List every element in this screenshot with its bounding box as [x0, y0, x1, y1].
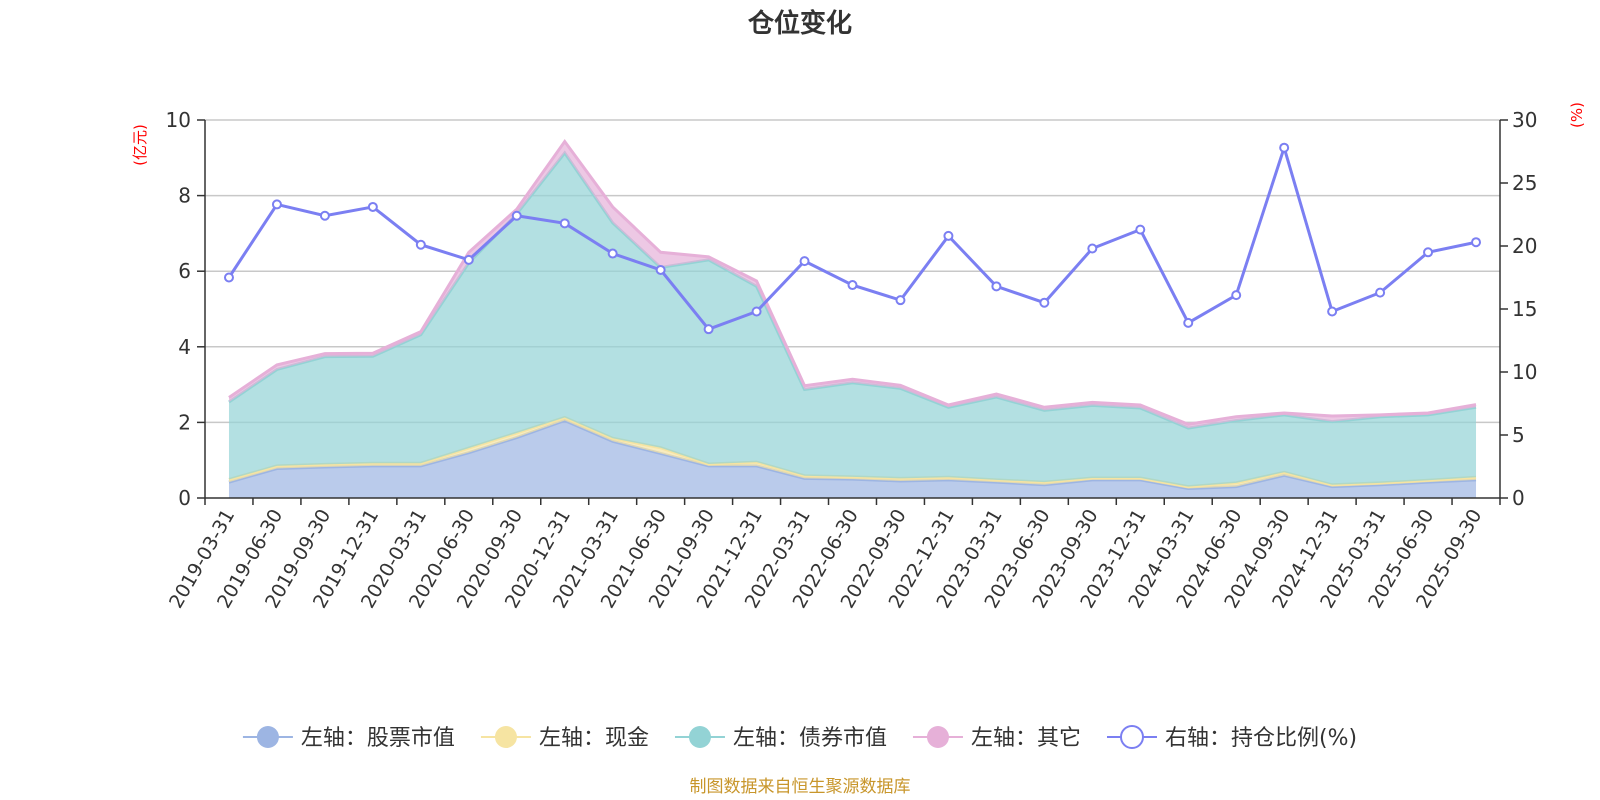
ratio-point	[1087, 243, 1098, 254]
ratio-point	[895, 295, 906, 306]
ratio-point	[943, 230, 954, 241]
left-axis-tick-label: 0	[178, 486, 191, 510]
right-axis-tick-label: 10	[1512, 360, 1537, 384]
ratio-line	[227, 142, 1477, 331]
left-axis-tick-label: 2	[178, 410, 191, 434]
right-axis-tick-label: 0	[1512, 486, 1525, 510]
ratio-point	[1183, 317, 1194, 328]
ratio-point	[1471, 237, 1482, 248]
right-axis-unit: (%)	[1568, 102, 1586, 128]
left-axis-tick-label: 10	[166, 108, 191, 132]
chart-title: 仓位变化	[747, 8, 852, 39]
right-axis-tick-label: 25	[1512, 171, 1537, 195]
legend-label: 左轴：现金	[539, 726, 649, 751]
ratio-point	[1423, 247, 1434, 258]
right-axis-tick-label: 5	[1512, 423, 1525, 447]
legend-label: 右轴：持仓比例(%)	[1165, 726, 1357, 751]
ratio-point	[1375, 287, 1386, 298]
legend: 左轴：股票市值 左轴：现金 左轴：债券市值 左轴：其它 右轴：持仓比例(%)	[242, 725, 1357, 751]
ratio-point	[511, 210, 522, 221]
ratio-point	[463, 254, 474, 265]
legend-marker	[256, 726, 279, 748]
right-axis-tick-label: 15	[1512, 297, 1537, 321]
ratio-point	[223, 272, 234, 283]
left-axis-tick-label: 4	[178, 335, 191, 359]
legend-marker	[926, 726, 949, 748]
legend-marker	[494, 726, 517, 748]
ratio-point	[559, 218, 570, 229]
ratio-point	[319, 210, 330, 221]
legend-label: 左轴：债券市值	[733, 726, 887, 751]
ratio-point	[751, 306, 762, 317]
legend-item-ratio: 右轴：持仓比例(%)	[1106, 725, 1357, 751]
ratio-point	[991, 281, 1002, 292]
ratio-point	[1279, 142, 1290, 153]
ratio-point	[847, 280, 858, 291]
ratio-point	[367, 201, 378, 212]
ratio-line-layer	[223, 142, 1482, 335]
ratio-point	[1039, 297, 1050, 308]
legend-marker	[1119, 725, 1144, 749]
legend-item-cash: 左轴：现金	[480, 726, 649, 751]
ratio-point	[655, 264, 666, 275]
legend-label: 左轴：其它	[971, 726, 1081, 751]
legend-item-bond: 左轴：债券市值	[674, 726, 887, 751]
other-area-edge	[228, 138, 1477, 426]
ratio-point	[799, 256, 810, 267]
right-axis-tick-label: 30	[1512, 108, 1537, 132]
left-axis-tick-label: 8	[178, 184, 191, 208]
left-axis-unit: (亿元)	[131, 124, 149, 166]
legend-marker	[688, 726, 711, 748]
ratio-point	[703, 324, 714, 335]
data-source-note: 制图数据来自恒生聚源数据库	[690, 777, 911, 797]
ratio-point	[607, 248, 618, 259]
ratio-point	[271, 199, 282, 210]
bond-value-area	[228, 152, 1477, 487]
ratio-point	[1327, 306, 1338, 317]
legend-item-stock: 左轴：股票市值	[242, 726, 455, 751]
legend-label: 左轴：股票市值	[301, 726, 455, 751]
area-series-layer	[228, 138, 1477, 498]
ratio-point	[1231, 290, 1242, 301]
ratio-point	[415, 239, 426, 250]
right-axis-tick-label: 20	[1512, 234, 1537, 258]
ratio-point	[1135, 224, 1146, 235]
legend-item-other: 左轴：其它	[912, 726, 1081, 751]
left-axis-tick-label: 6	[178, 259, 191, 283]
stock-value-area	[228, 420, 1477, 498]
